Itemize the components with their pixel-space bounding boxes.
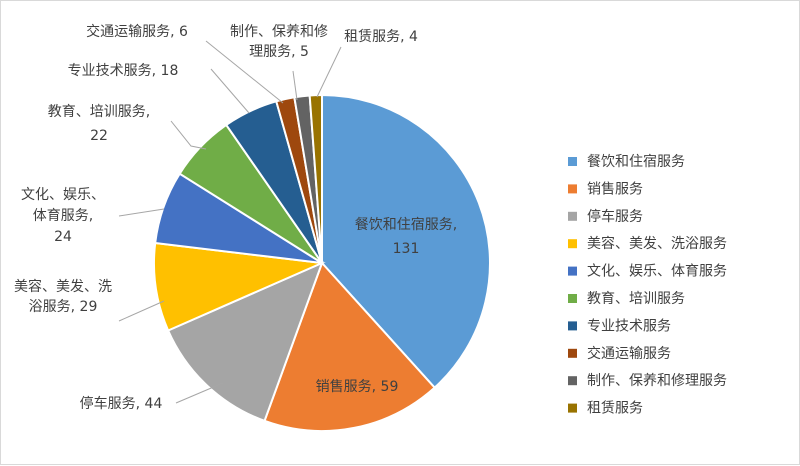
- data-label: 美容、美发、洗: [14, 278, 112, 295]
- data-label: 销售服务, 59: [316, 379, 399, 395]
- slice-3: [166, 261, 324, 423]
- slice-10: [308, 93, 323, 264]
- legend-swatch: [568, 321, 577, 331]
- leader-line: [210, 68, 250, 114]
- leader-line: [292, 70, 298, 101]
- legend-swatch: [568, 376, 577, 386]
- legend-swatch: [568, 294, 577, 303]
- leader-line: [118, 300, 165, 322]
- legend-swatch: [568, 239, 577, 249]
- legend-label: 教育、培训服务: [587, 291, 685, 307]
- slice-4: [153, 241, 326, 332]
- legend-swatch: [568, 348, 577, 358]
- legend-label: 美容、美发、洗浴服务: [587, 235, 727, 252]
- legend-swatch: [568, 157, 577, 166]
- legend-label: 文化、娱乐、体育服务: [587, 264, 727, 280]
- data-label: 体育服务,: [33, 208, 93, 224]
- data-label: 停车服务, 44: [80, 395, 163, 412]
- data-label: 教育、培训服务,: [48, 104, 150, 120]
- legend-label: 租赁服务: [587, 401, 643, 417]
- data-label: 租赁服务, 4: [344, 29, 418, 45]
- data-label: 专业技术服务, 18: [68, 63, 179, 79]
- legend-label: 停车服务: [587, 208, 643, 225]
- leader-line: [170, 120, 207, 150]
- data-label: 理服务, 5: [249, 44, 309, 60]
- data-label: 24: [54, 229, 72, 245]
- legend-swatch: [568, 403, 577, 413]
- legend-swatch: [568, 211, 577, 221]
- legend-label: 交通运输服务: [587, 345, 671, 362]
- leader-line: [205, 40, 284, 104]
- legend-label: 制作、保养和修理服务: [587, 373, 727, 389]
- legend-label: 销售服务: [587, 181, 643, 197]
- legend-swatch: [568, 184, 577, 194]
- legend-label: 专业技术服务: [587, 318, 671, 334]
- leader-line: [175, 382, 224, 404]
- data-label: 制作、保养和修: [230, 24, 328, 40]
- leader-line: [118, 208, 165, 217]
- data-label: 文化、娱乐、: [21, 187, 105, 203]
- legend-swatch: [568, 266, 577, 276]
- legend-label: 餐饮和住宿服务: [587, 153, 685, 170]
- data-label: 交通运输服务, 6: [86, 23, 188, 40]
- data-label: 浴服务, 29: [29, 299, 98, 315]
- slice-1: [321, 93, 491, 390]
- data-label: 22: [90, 128, 108, 144]
- leader-line: [316, 46, 342, 98]
- data-label: 131: [393, 241, 420, 257]
- data-label: 餐饮和住宿服务,: [355, 216, 457, 233]
